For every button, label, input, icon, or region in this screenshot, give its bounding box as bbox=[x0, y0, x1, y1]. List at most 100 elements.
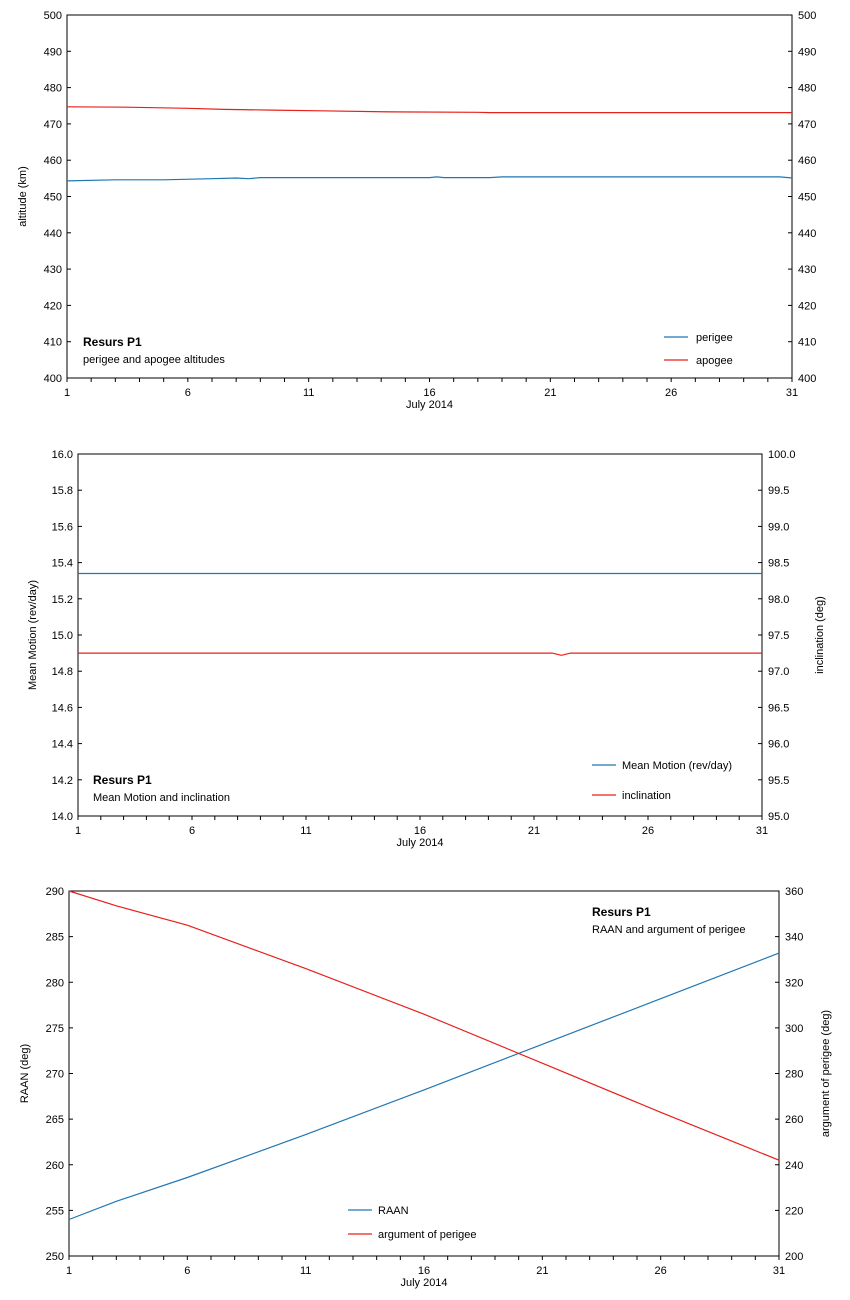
chart1-x-axis-label: July 2014 bbox=[406, 399, 453, 411]
chart3-y-tick-label: 280 bbox=[46, 977, 64, 989]
chart1-y-tick-label: 480 bbox=[44, 83, 62, 95]
chart2-y-tick-label: 14.0 bbox=[52, 811, 73, 823]
chart2-y-tick-label: 15.8 bbox=[52, 485, 73, 497]
chart3-y-tick-label: 250 bbox=[46, 1251, 64, 1263]
chart1-y-tick-label: 440 bbox=[44, 228, 62, 240]
chart2-x-tick-label: 1 bbox=[75, 825, 81, 837]
chart3-y-tick-label: 275 bbox=[46, 1023, 64, 1035]
chart1-series-apogee-line bbox=[66, 106, 792, 114]
chart3-x-tick-label: 21 bbox=[536, 1265, 548, 1277]
chart1-x-tick-label: 31 bbox=[786, 387, 798, 399]
chart1-y2-tick-label: 480 bbox=[798, 83, 816, 95]
chart2-x-tick-label: 31 bbox=[756, 825, 768, 837]
chart1-legend-label: perigee bbox=[696, 332, 733, 344]
chart2-y-tick-label: 14.4 bbox=[52, 739, 73, 751]
chart3-y2-tick-label: 220 bbox=[785, 1205, 803, 1217]
chart3-series-argument-of-perigee-line bbox=[68, 890, 780, 1161]
chart2-y-tick-label: 15.4 bbox=[52, 558, 73, 570]
chart3-x-tick-label: 11 bbox=[300, 1265, 311, 1277]
chart3-y2-tick-label: 240 bbox=[785, 1160, 803, 1172]
chart1-y2-tick-label: 440 bbox=[798, 228, 816, 240]
chart2-y2-axis-label: inclination (deg) bbox=[814, 596, 826, 674]
chart2-y-tick-label: 14.6 bbox=[52, 702, 73, 714]
chart1-title: Resurs P1 bbox=[83, 335, 142, 349]
chart1-y2-tick-label: 420 bbox=[798, 300, 816, 312]
chart2-y2-tick-label: 99.0 bbox=[768, 521, 789, 533]
chart1-y-tick-label: 400 bbox=[44, 373, 62, 385]
chart2-x-axis-label: July 2014 bbox=[396, 837, 443, 849]
chart3-y2-tick-label: 300 bbox=[785, 1023, 803, 1035]
chart3-y2-tick-label: 280 bbox=[785, 1069, 803, 1081]
chart2-y-tick-label: 14.8 bbox=[52, 666, 73, 678]
chart1-legend-label: apogee bbox=[696, 355, 733, 367]
chart3-x-axis-label: July 2014 bbox=[400, 1277, 447, 1289]
chart2-y2-tick-label: 98.0 bbox=[768, 594, 789, 606]
chart2-subtitle: Mean Motion and inclination bbox=[93, 792, 230, 804]
chart2-y2-tick-label: 100.0 bbox=[768, 449, 796, 461]
chart2-y2-tick-label: 96.5 bbox=[768, 702, 789, 714]
chart3-y2-tick-label: 260 bbox=[785, 1114, 803, 1126]
chart1-y-tick-label: 460 bbox=[44, 155, 62, 167]
chart1-x-tick-label: 1 bbox=[64, 387, 70, 399]
chart3-x-tick-label: 26 bbox=[655, 1265, 667, 1277]
chart3-y-tick-label: 285 bbox=[46, 932, 64, 944]
chart3-y-tick-label: 265 bbox=[46, 1114, 64, 1126]
chart2-y2-tick-label: 97.5 bbox=[768, 630, 789, 642]
chart1-y2-tick-label: 410 bbox=[798, 337, 816, 349]
chart1-subtitle: perigee and apogee altitudes bbox=[83, 354, 225, 366]
chart3-subtitle: RAAN and argument of perigee bbox=[592, 924, 745, 936]
chart2-y-tick-label: 16.0 bbox=[52, 449, 73, 461]
chart2-y2-tick-label: 99.5 bbox=[768, 485, 789, 497]
chart2-legend-label: Mean Motion (rev/day) bbox=[622, 760, 732, 772]
chart2-y2-tick-label: 95.5 bbox=[768, 775, 789, 787]
chart1-y2-tick-label: 430 bbox=[798, 264, 816, 276]
chart3-x-tick-label: 31 bbox=[773, 1265, 785, 1277]
chart2-y2-tick-label: 98.5 bbox=[768, 558, 789, 570]
chart1-y2-tick-label: 500 bbox=[798, 10, 816, 22]
chart2-legend-label: inclination bbox=[622, 790, 671, 802]
chart3-y2-tick-label: 200 bbox=[785, 1251, 803, 1263]
chart3-y2-tick-label: 360 bbox=[785, 886, 803, 898]
chart2-y-tick-label: 15.0 bbox=[52, 630, 73, 642]
chart3-plot-frame bbox=[68, 890, 780, 1257]
chart3-y-axis-label: RAAN (deg) bbox=[19, 1044, 31, 1103]
chart1-x-tick-label: 26 bbox=[665, 387, 677, 399]
chart3-x-tick-label: 6 bbox=[184, 1265, 190, 1277]
chart1-y2-tick-label: 450 bbox=[798, 192, 816, 204]
chart3-y2-tick-label: 340 bbox=[785, 932, 803, 944]
chart3-y-tick-label: 270 bbox=[46, 1069, 64, 1081]
chart2-title: Resurs P1 bbox=[93, 773, 152, 787]
chart2-y2-tick-label: 95.0 bbox=[768, 811, 789, 823]
chart1-y-tick-label: 430 bbox=[44, 264, 62, 276]
chart1-y-tick-label: 490 bbox=[44, 46, 62, 58]
chart2-y-axis-label: Mean Motion (rev/day) bbox=[27, 580, 39, 690]
chart3-y-tick-label: 290 bbox=[46, 886, 64, 898]
chart1-y2-tick-label: 460 bbox=[798, 155, 816, 167]
chart3-y2-axis-label: argument of perigee (deg) bbox=[820, 1010, 832, 1137]
chart1-y-axis-label: altitude (km) bbox=[17, 166, 29, 227]
chart1-y-tick-label: 410 bbox=[44, 337, 62, 349]
chart3-x-tick-label: 16 bbox=[418, 1265, 430, 1277]
chart2-x-tick-label: 11 bbox=[300, 825, 311, 837]
chart1-y-tick-label: 450 bbox=[44, 192, 62, 204]
chart2-y2-tick-label: 96.0 bbox=[768, 739, 789, 751]
chart2-x-tick-label: 16 bbox=[414, 825, 426, 837]
chart3-series-raan-line bbox=[68, 952, 780, 1221]
chart2-x-tick-label: 6 bbox=[189, 825, 195, 837]
chart2-y-tick-label: 15.6 bbox=[52, 521, 73, 533]
chart3-y-tick-label: 255 bbox=[46, 1205, 64, 1217]
chart1-y-tick-label: 470 bbox=[44, 119, 62, 131]
chart1-x-tick-label: 16 bbox=[423, 387, 435, 399]
chart2-y-tick-label: 15.2 bbox=[52, 594, 73, 606]
chart1-plot-frame bbox=[66, 14, 793, 379]
chart1-y2-tick-label: 470 bbox=[798, 119, 816, 131]
chart3-legend-label: argument of perigee bbox=[378, 1229, 476, 1241]
chart1-x-tick-label: 6 bbox=[185, 387, 191, 399]
chart3-title: Resurs P1 bbox=[592, 905, 651, 919]
chart1-y2-tick-label: 490 bbox=[798, 46, 816, 58]
chart3-legend-label: RAAN bbox=[378, 1205, 409, 1217]
chart1-y-tick-label: 500 bbox=[44, 10, 62, 22]
chart2-series-inclination-line bbox=[78, 652, 762, 656]
chart1-series-perigee-line bbox=[66, 176, 793, 182]
